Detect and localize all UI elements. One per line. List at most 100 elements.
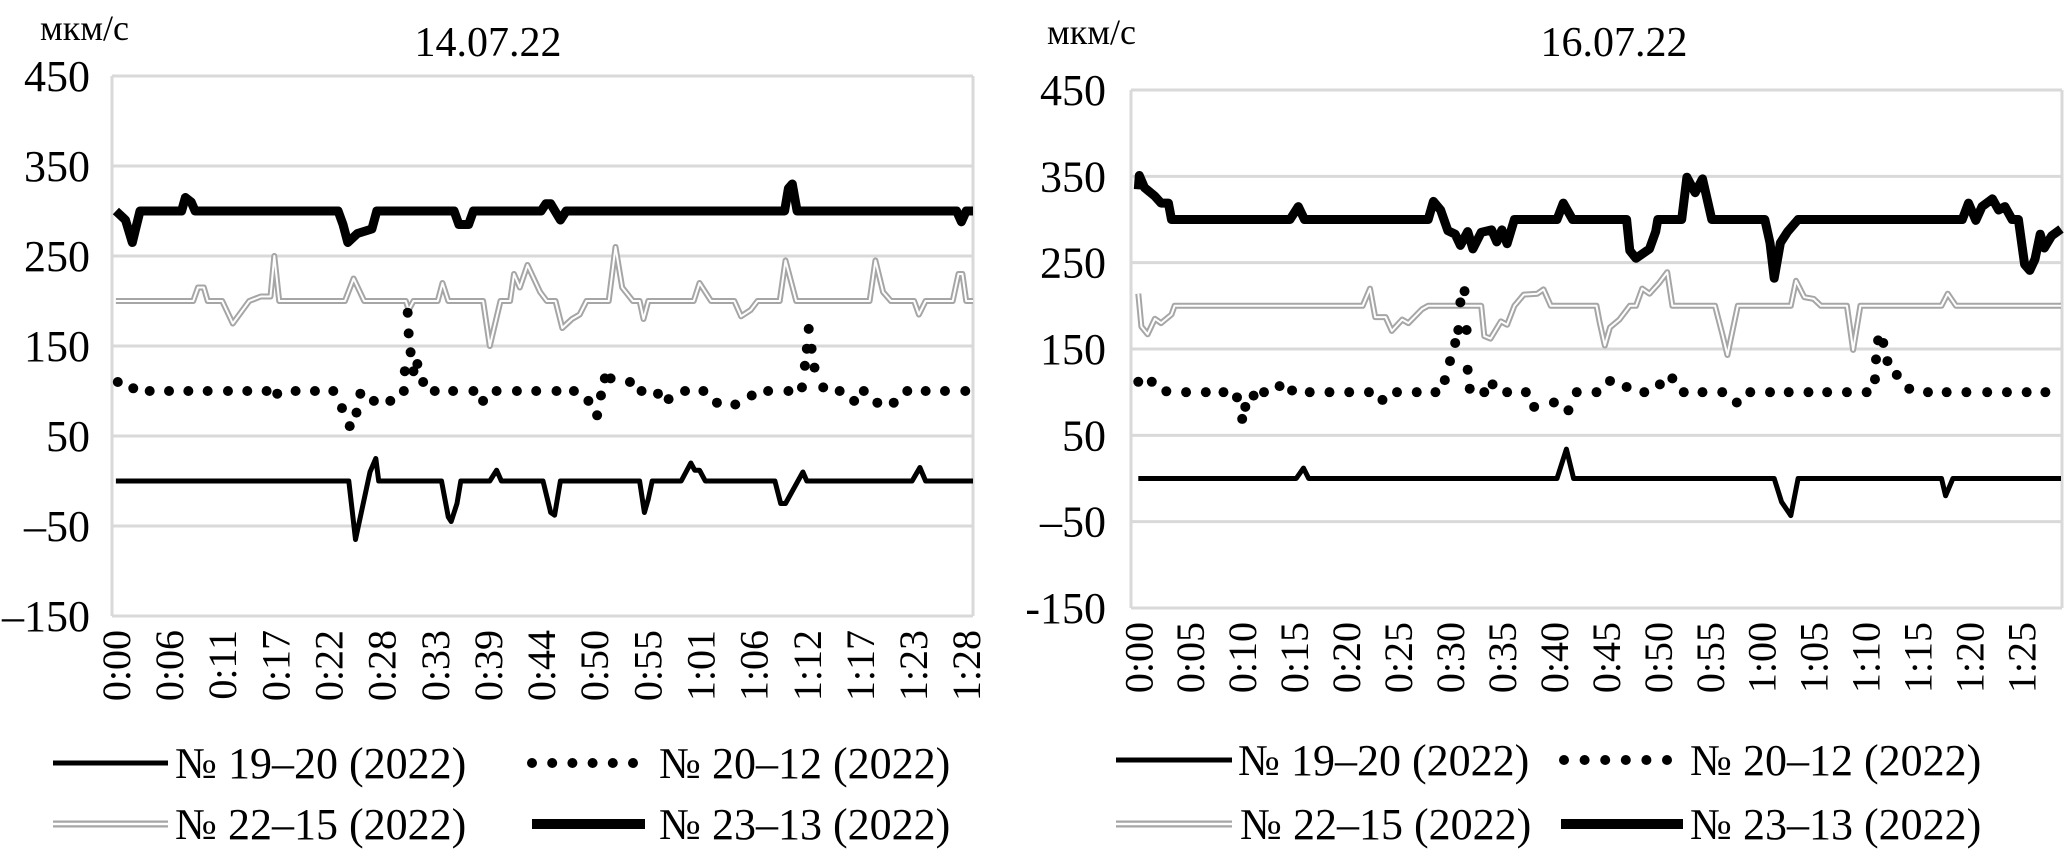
data-point xyxy=(698,386,709,396)
series-3 xyxy=(112,179,973,247)
legend-label: № 20–12 (2022) xyxy=(659,739,950,788)
data-point xyxy=(858,386,869,396)
data-point xyxy=(1240,401,1251,412)
data-point xyxy=(783,386,794,396)
legend-label: № 23–13 (2022) xyxy=(659,800,950,849)
data-point xyxy=(1869,374,1880,385)
x-tick-label: 0:50 xyxy=(1636,622,1681,693)
data-point xyxy=(478,395,489,406)
legend-item: № 20–12 (2022) xyxy=(1559,736,1981,785)
data-point xyxy=(1487,379,1498,390)
legend-swatch-dot xyxy=(1662,755,1672,765)
data-point xyxy=(164,386,175,396)
series-line xyxy=(1133,171,2064,283)
series-line xyxy=(1138,446,2061,519)
legend-item: № 23–13 (2022) xyxy=(532,800,950,849)
x-tick-label: 0:33 xyxy=(413,630,458,701)
data-point xyxy=(806,343,817,354)
legend-swatch-dot xyxy=(1559,755,1569,765)
data-point xyxy=(799,360,810,371)
data-point xyxy=(763,386,774,396)
legend-item: № 22–15 (2022) xyxy=(53,800,466,849)
legend-swatch-dot xyxy=(628,758,638,768)
x-tick-label: 1:05 xyxy=(1792,622,1837,693)
data-point xyxy=(809,362,820,373)
legend-swatch-dot xyxy=(1600,755,1611,765)
data-point xyxy=(1765,387,1776,398)
data-point xyxy=(1377,394,1388,405)
data-point xyxy=(583,395,594,406)
legend-label: № 20–12 (2022) xyxy=(1690,736,1981,785)
series-line-inner xyxy=(1137,271,2061,356)
series-line xyxy=(1135,269,2061,358)
legend-swatch-dot xyxy=(547,758,558,768)
series-0 xyxy=(115,456,973,542)
data-point xyxy=(412,359,423,369)
data-point xyxy=(902,386,913,396)
data-point xyxy=(1922,387,1933,398)
series-2 xyxy=(1135,269,2061,358)
data-point xyxy=(1882,356,1893,367)
data-point xyxy=(1146,376,1157,387)
data-point xyxy=(1274,381,1285,392)
legend-label: № 22–15 (2022) xyxy=(1240,800,1531,849)
data-point xyxy=(1430,387,1441,398)
data-point xyxy=(1444,356,1455,367)
data-point xyxy=(202,386,213,396)
data-point xyxy=(605,373,616,384)
x-tick-label: 1:15 xyxy=(1896,622,1941,693)
y-tick-label: 350 xyxy=(24,142,90,191)
data-point xyxy=(1667,373,1678,384)
data-point xyxy=(1461,325,1472,336)
data-point xyxy=(1231,392,1242,403)
data-point xyxy=(1654,379,1665,390)
x-tick-label: 0:15 xyxy=(1272,622,1317,693)
x-tick-label: 1:17 xyxy=(838,630,883,701)
data-point xyxy=(2040,387,2051,398)
data-point xyxy=(1871,354,1882,365)
data-point xyxy=(1218,387,1229,398)
series-line-inner xyxy=(115,246,973,347)
y-tick-label: 450 xyxy=(1040,66,1106,115)
data-point xyxy=(1161,386,1172,397)
data-point xyxy=(144,386,155,396)
data-point xyxy=(1861,387,1872,398)
data-point xyxy=(746,390,757,401)
x-tick-label: 1:23 xyxy=(891,630,936,701)
legend-item: № 19–20 (2022) xyxy=(53,739,466,788)
data-point xyxy=(1941,387,1952,398)
y-tick-label: 450 xyxy=(24,52,90,101)
data-point xyxy=(888,397,899,408)
data-point xyxy=(1605,375,1616,386)
y-tick-label: –150 xyxy=(1,592,90,641)
legend-label: № 19–20 (2022) xyxy=(1238,736,1529,785)
data-point xyxy=(355,388,366,399)
data-point xyxy=(1363,387,1374,398)
legend-item: № 20–12 (2022) xyxy=(527,739,950,788)
x-tick-label: 0:45 xyxy=(1584,622,1629,693)
y-tick-label: 150 xyxy=(1040,325,1106,374)
data-point xyxy=(328,386,339,396)
series-0 xyxy=(1138,446,2061,519)
data-point xyxy=(351,407,362,418)
data-point xyxy=(1822,387,1833,398)
data-point xyxy=(551,386,562,396)
data-point xyxy=(595,390,606,401)
data-point xyxy=(1453,325,1464,336)
data-point xyxy=(1455,297,1466,308)
data-point xyxy=(309,386,320,396)
data-point xyxy=(1678,387,1689,398)
y-axis-unit: мкм/с xyxy=(40,8,129,48)
x-tick-label: 0:35 xyxy=(1480,622,1525,693)
data-point xyxy=(1591,387,1602,398)
x-tick-label: 0:40 xyxy=(1532,622,1577,693)
y-tick-label: 50 xyxy=(1062,411,1106,460)
x-tick-label: 0:25 xyxy=(1376,622,1421,693)
data-point xyxy=(511,386,522,396)
data-point xyxy=(402,307,413,318)
data-point xyxy=(818,382,829,393)
series-line xyxy=(112,179,973,247)
y-tick-label: 350 xyxy=(1040,152,1106,201)
data-point xyxy=(1411,387,1422,398)
